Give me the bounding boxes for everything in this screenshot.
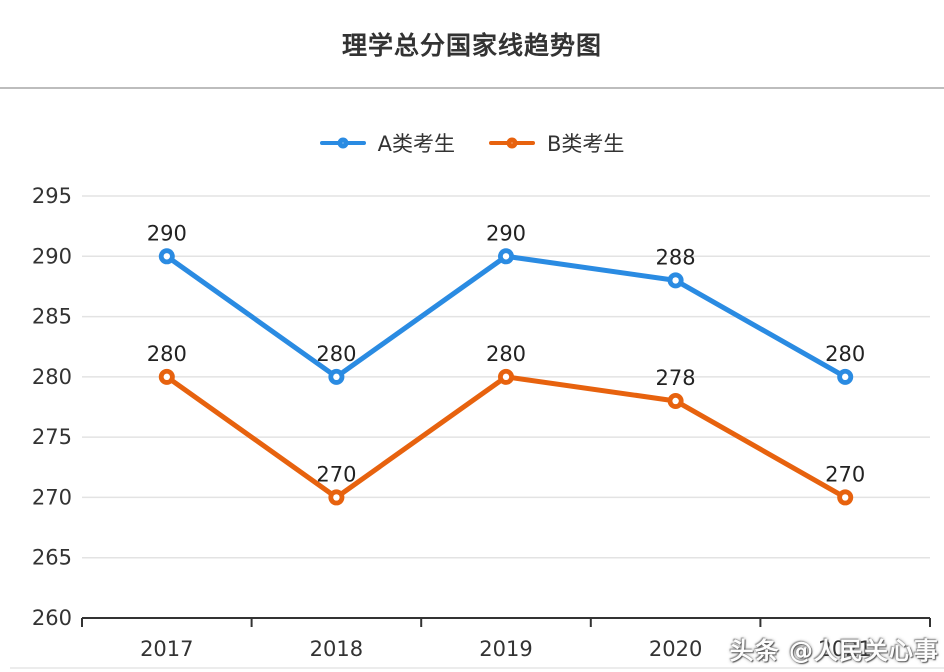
x-tick-label: 2018 — [310, 637, 363, 661]
data-point-marker-hole — [842, 494, 849, 501]
legend-label-a: A类考生 — [377, 132, 455, 156]
data-point-label: 290 — [486, 221, 526, 245]
data-point-label: 278 — [656, 366, 696, 390]
y-tick-label: 295 — [32, 184, 72, 208]
legend-marker-b-icon — [488, 134, 535, 152]
watermark-text: 头条 @人民关心事 — [729, 637, 939, 665]
x-tick-label: 2019 — [479, 637, 532, 661]
y-tick-label: 290 — [32, 244, 72, 268]
data-point-label: 280 — [825, 342, 865, 366]
legend-item-a: A类考生 — [319, 128, 455, 158]
data-point-label: 290 — [147, 221, 187, 245]
x-tick-label: 2021 — [818, 637, 871, 661]
data-point-marker-hole — [502, 253, 510, 260]
data-point-marker-hole — [842, 373, 849, 381]
bottom-divider — [10, 667, 944, 669]
data-point-marker-hole — [502, 373, 510, 381]
data-point-label: 280 — [486, 342, 526, 366]
y-tick-label: 275 — [32, 425, 72, 449]
x-tick-label: 2017 — [140, 637, 193, 661]
y-tick-label: 285 — [32, 305, 72, 329]
data-point-marker-hole — [672, 277, 679, 284]
x-tick-label: 2020 — [649, 637, 702, 661]
chart-legend: A类考生 B类考生 — [0, 128, 944, 158]
data-point-label: 280 — [316, 342, 356, 366]
legend-marker-a-icon — [319, 134, 366, 152]
data-point-label: 270 — [316, 462, 356, 486]
data-point-label: 270 — [825, 462, 865, 486]
data-point-label: 280 — [147, 342, 187, 366]
legend-label-b: B类考生 — [546, 132, 625, 156]
data-point-marker-hole — [163, 253, 170, 260]
y-tick-label: 280 — [32, 365, 72, 389]
title-divider — [0, 87, 944, 89]
legend-item-b: B类考生 — [488, 128, 625, 158]
y-tick-label: 270 — [32, 485, 72, 509]
chart-title: 理学总分国家线趋势图 — [341, 31, 602, 60]
data-point-marker-hole — [672, 397, 679, 405]
y-tick-label: 265 — [32, 546, 72, 570]
data-point-marker-hole — [163, 373, 170, 381]
data-point-label: 288 — [656, 245, 696, 269]
data-point-marker-hole — [333, 373, 340, 381]
data-point-marker-hole — [333, 494, 340, 501]
y-tick-label: 260 — [32, 606, 72, 630]
